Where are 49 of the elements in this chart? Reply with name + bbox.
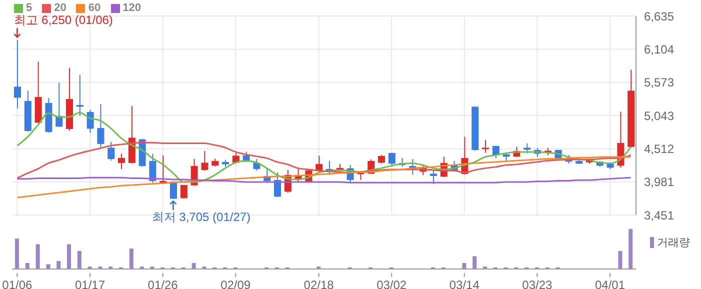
y-tick-label: 5,573 xyxy=(644,76,674,90)
x-tick-label: 02/18 xyxy=(304,278,334,289)
legend-label: 거래량 xyxy=(656,236,690,250)
candlestick xyxy=(482,140,489,154)
line-series xyxy=(16,142,632,179)
x-tick-label: 01/26 xyxy=(148,278,178,289)
candlestick xyxy=(201,150,208,172)
bar xyxy=(36,244,40,269)
x-tick-label: 03/14 xyxy=(449,278,480,289)
bar xyxy=(15,238,19,269)
bar xyxy=(25,263,30,269)
y-tick-label: 3,451 xyxy=(644,208,674,222)
candlestick xyxy=(430,170,437,184)
x-tick-label: 01/17 xyxy=(74,278,106,289)
candlestick xyxy=(524,142,531,154)
annotation: 최저 3,705 (01/27) xyxy=(152,210,251,224)
candlestick xyxy=(97,104,104,148)
candlestick xyxy=(118,153,125,170)
legend-label: 120 xyxy=(122,2,141,14)
x-tick-label: 03/02 xyxy=(376,278,407,289)
candlestick xyxy=(492,145,500,159)
legend-label: 60 xyxy=(87,2,101,14)
candlestick xyxy=(180,184,188,199)
legend-label: 20 xyxy=(53,2,66,14)
x-tick-label: 04/01 xyxy=(594,278,626,289)
bar xyxy=(472,256,477,269)
y-tick-label: 3,981 xyxy=(644,175,674,190)
bar xyxy=(192,263,196,269)
bar xyxy=(77,251,82,269)
annotation: 최고 6,250 (01/06) xyxy=(14,13,113,28)
y-tick-label: 4,512 xyxy=(644,142,674,156)
y-tick-label: 5,043 xyxy=(644,108,674,123)
y-tick-label: 6,635 xyxy=(644,9,674,24)
bar xyxy=(56,261,61,269)
x-tick-label: 01/06 xyxy=(2,278,33,289)
legend-label: 5 xyxy=(25,2,32,14)
bar xyxy=(628,229,633,269)
bar xyxy=(618,251,622,269)
candlestick xyxy=(149,154,156,184)
bar xyxy=(462,263,466,269)
bar xyxy=(67,244,71,269)
bar xyxy=(46,264,50,269)
candlestick xyxy=(388,152,396,168)
x-tick-label: 02/09 xyxy=(220,278,251,289)
bar xyxy=(129,248,134,269)
candlestick xyxy=(108,142,115,162)
x-tick-label: 03/23 xyxy=(522,278,553,289)
y-tick-label: 6,104 xyxy=(644,42,674,56)
candlestick xyxy=(274,172,281,198)
